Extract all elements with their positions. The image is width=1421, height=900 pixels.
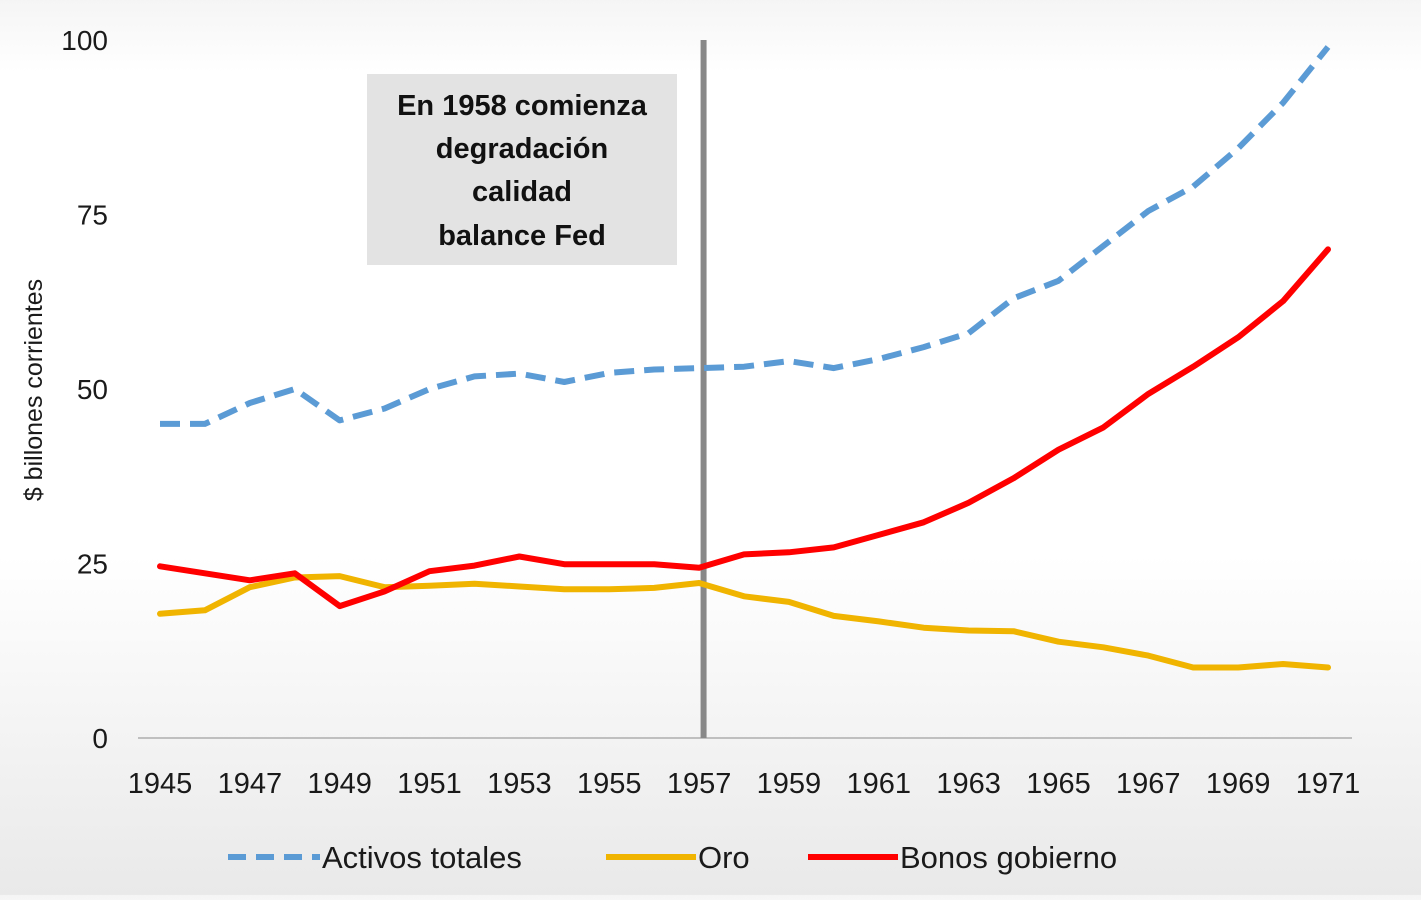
x-tick-label: 1953 — [487, 768, 552, 800]
annotation-text-line: balance Fed — [438, 220, 606, 252]
annotation-text-line: degradación — [436, 133, 608, 165]
axes-layer: 0 25 50 75 100 1945 1947 1949 1951 1953 1955 1957 19… — [20, 25, 1360, 800]
x-tick-label: 1951 — [397, 768, 462, 800]
x-tick-label: 1947 — [218, 768, 283, 800]
x-tick-label: 1955 — [577, 768, 642, 800]
y-tick-label: 25 — [77, 549, 108, 580]
x-tick-label: 1971 — [1296, 768, 1361, 800]
x-tick-label: 1945 — [128, 768, 193, 800]
legend-label: Oro — [698, 840, 750, 875]
y-tick-label: 75 — [77, 200, 108, 231]
legend-label: Bonos gobierno — [900, 840, 1117, 875]
legend-label: Activos totales — [322, 840, 522, 875]
series-layer — [160, 47, 1328, 668]
x-tick-label: 1949 — [307, 768, 372, 800]
x-tick-label: 1959 — [757, 768, 822, 800]
series-line-oro — [160, 576, 1328, 667]
x-tick-label: 1961 — [847, 768, 912, 800]
y-tick-label: 50 — [77, 374, 108, 405]
x-tick-label: 1965 — [1026, 768, 1091, 800]
y-tick-label: 100 — [61, 25, 108, 56]
x-tick-label: 1967 — [1116, 768, 1181, 800]
x-tick-label: 1957 — [667, 768, 732, 800]
annotation-layer: En 1958 comienza degradación calidad balanc… — [367, 40, 704, 738]
chart-legend: Activos totales Oro Bonos gobierno — [228, 840, 1117, 875]
annotation-text-line: calidad — [472, 176, 572, 208]
y-tick-label: 0 — [92, 723, 108, 754]
y-axis-title: $ billones corrientes — [20, 279, 48, 501]
series-line-activos-totales — [160, 47, 1328, 424]
annotation-text-line: En 1958 comienza — [397, 90, 648, 122]
x-tick-label: 1963 — [936, 768, 1001, 800]
x-tick-label: 1969 — [1206, 768, 1271, 800]
series-line-bonos-gobierno — [160, 249, 1328, 606]
